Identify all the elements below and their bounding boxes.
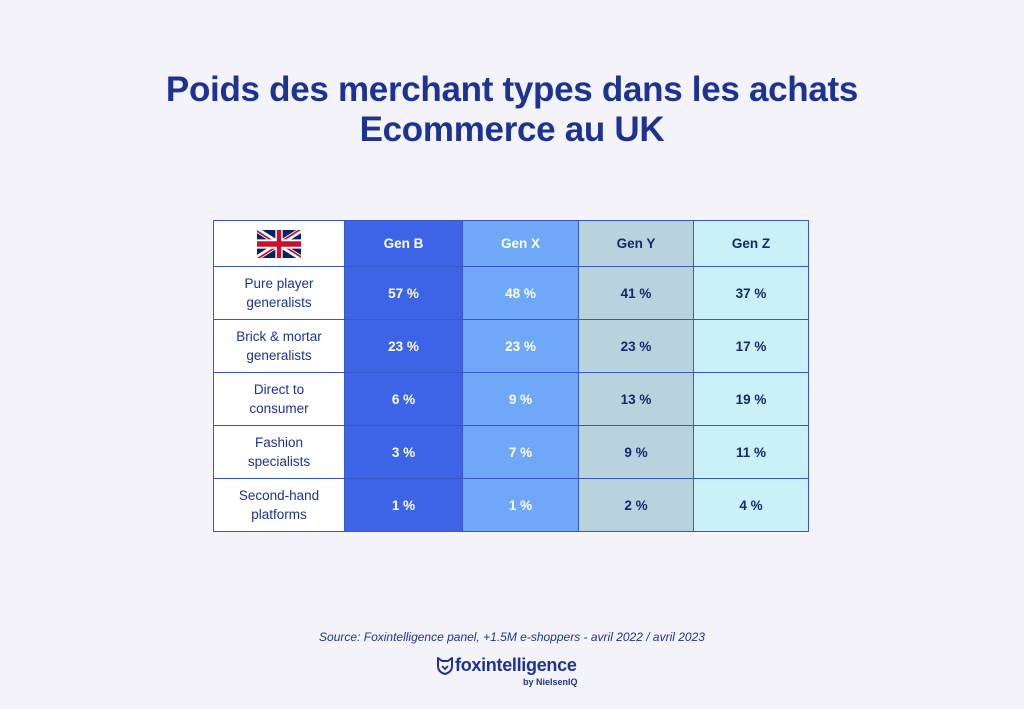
- row-label-cell: Pure player generalists: [213, 266, 345, 320]
- page-title: Poids des merchant types dans les achats…: [0, 70, 1024, 150]
- row-label-cell: Direct to consumer: [213, 372, 345, 426]
- data-cell: 9 %: [578, 425, 694, 479]
- table-corner-cell: [213, 220, 345, 267]
- row-label: Pure player generalists: [244, 276, 314, 310]
- data-cell: 23 %: [578, 319, 694, 373]
- data-cell: 57 %: [344, 266, 463, 320]
- data-cell: 1 %: [344, 478, 463, 532]
- data-cell: 11 %: [693, 425, 809, 479]
- row-label: Brick & mortar generalists: [236, 329, 322, 363]
- brand-logo: foxintelligence by NielsenIQ: [437, 655, 597, 691]
- data-cell: 9 %: [462, 372, 579, 426]
- row-label-cell: Fashion specialists: [213, 425, 345, 479]
- data-cell: 37 %: [693, 266, 809, 320]
- fox-logo-icon: [437, 657, 453, 675]
- column-header-gen-b: Gen B: [344, 220, 463, 267]
- row-label-cell: Brick & mortar generalists: [213, 319, 345, 373]
- row-label: Second-hand platforms: [238, 488, 320, 522]
- title-line-1: Poids des merchant types dans les achats: [165, 70, 859, 109]
- table-row: Fashion specialists 3 % 7 % 9 % 11 %: [213, 425, 809, 479]
- data-cell: 2 %: [578, 478, 694, 532]
- data-cell: 23 %: [462, 319, 579, 373]
- column-header-gen-x: Gen X: [462, 220, 579, 267]
- data-cell: 17 %: [693, 319, 809, 373]
- table-header-row: Gen B Gen X Gen Y Gen Z: [213, 220, 809, 267]
- row-label: Direct to consumer: [249, 382, 309, 416]
- table-row: Second-hand platforms 1 % 1 % 2 % 4 %: [213, 478, 809, 532]
- column-header-gen-z: Gen Z: [693, 220, 809, 267]
- data-cell: 6 %: [344, 372, 463, 426]
- data-cell: 41 %: [578, 266, 694, 320]
- data-cell: 4 %: [693, 478, 809, 532]
- data-cell: 48 %: [462, 266, 579, 320]
- data-cell: 7 %: [462, 425, 579, 479]
- table-row: Brick & mortar generalists 23 % 23 % 23 …: [213, 319, 809, 373]
- brand-name: foxintelligence: [455, 655, 577, 675]
- table-row: Direct to consumer 6 % 9 % 13 % 19 %: [213, 372, 809, 426]
- data-cell: 19 %: [693, 372, 809, 426]
- row-label-cell: Second-hand platforms: [213, 478, 345, 532]
- row-label: Fashion specialists: [247, 435, 311, 469]
- title-line-2: Ecommerce au UK: [359, 110, 665, 149]
- data-cell: 13 %: [578, 372, 694, 426]
- data-cell: 3 %: [344, 425, 463, 479]
- data-cell: 23 %: [344, 319, 463, 373]
- uk-flag-icon: [257, 229, 301, 258]
- data-cell: 1 %: [462, 478, 579, 532]
- brand-byline: by NielsenIQ: [523, 677, 578, 687]
- column-header-gen-y: Gen Y: [578, 220, 694, 267]
- merchant-types-table: Gen B Gen X Gen Y Gen Z Pure player gene…: [213, 220, 809, 532]
- source-note: Source: Foxintelligence panel, +1.5M e-s…: [319, 630, 705, 644]
- table-row: Pure player generalists 57 % 48 % 41 % 3…: [213, 266, 809, 320]
